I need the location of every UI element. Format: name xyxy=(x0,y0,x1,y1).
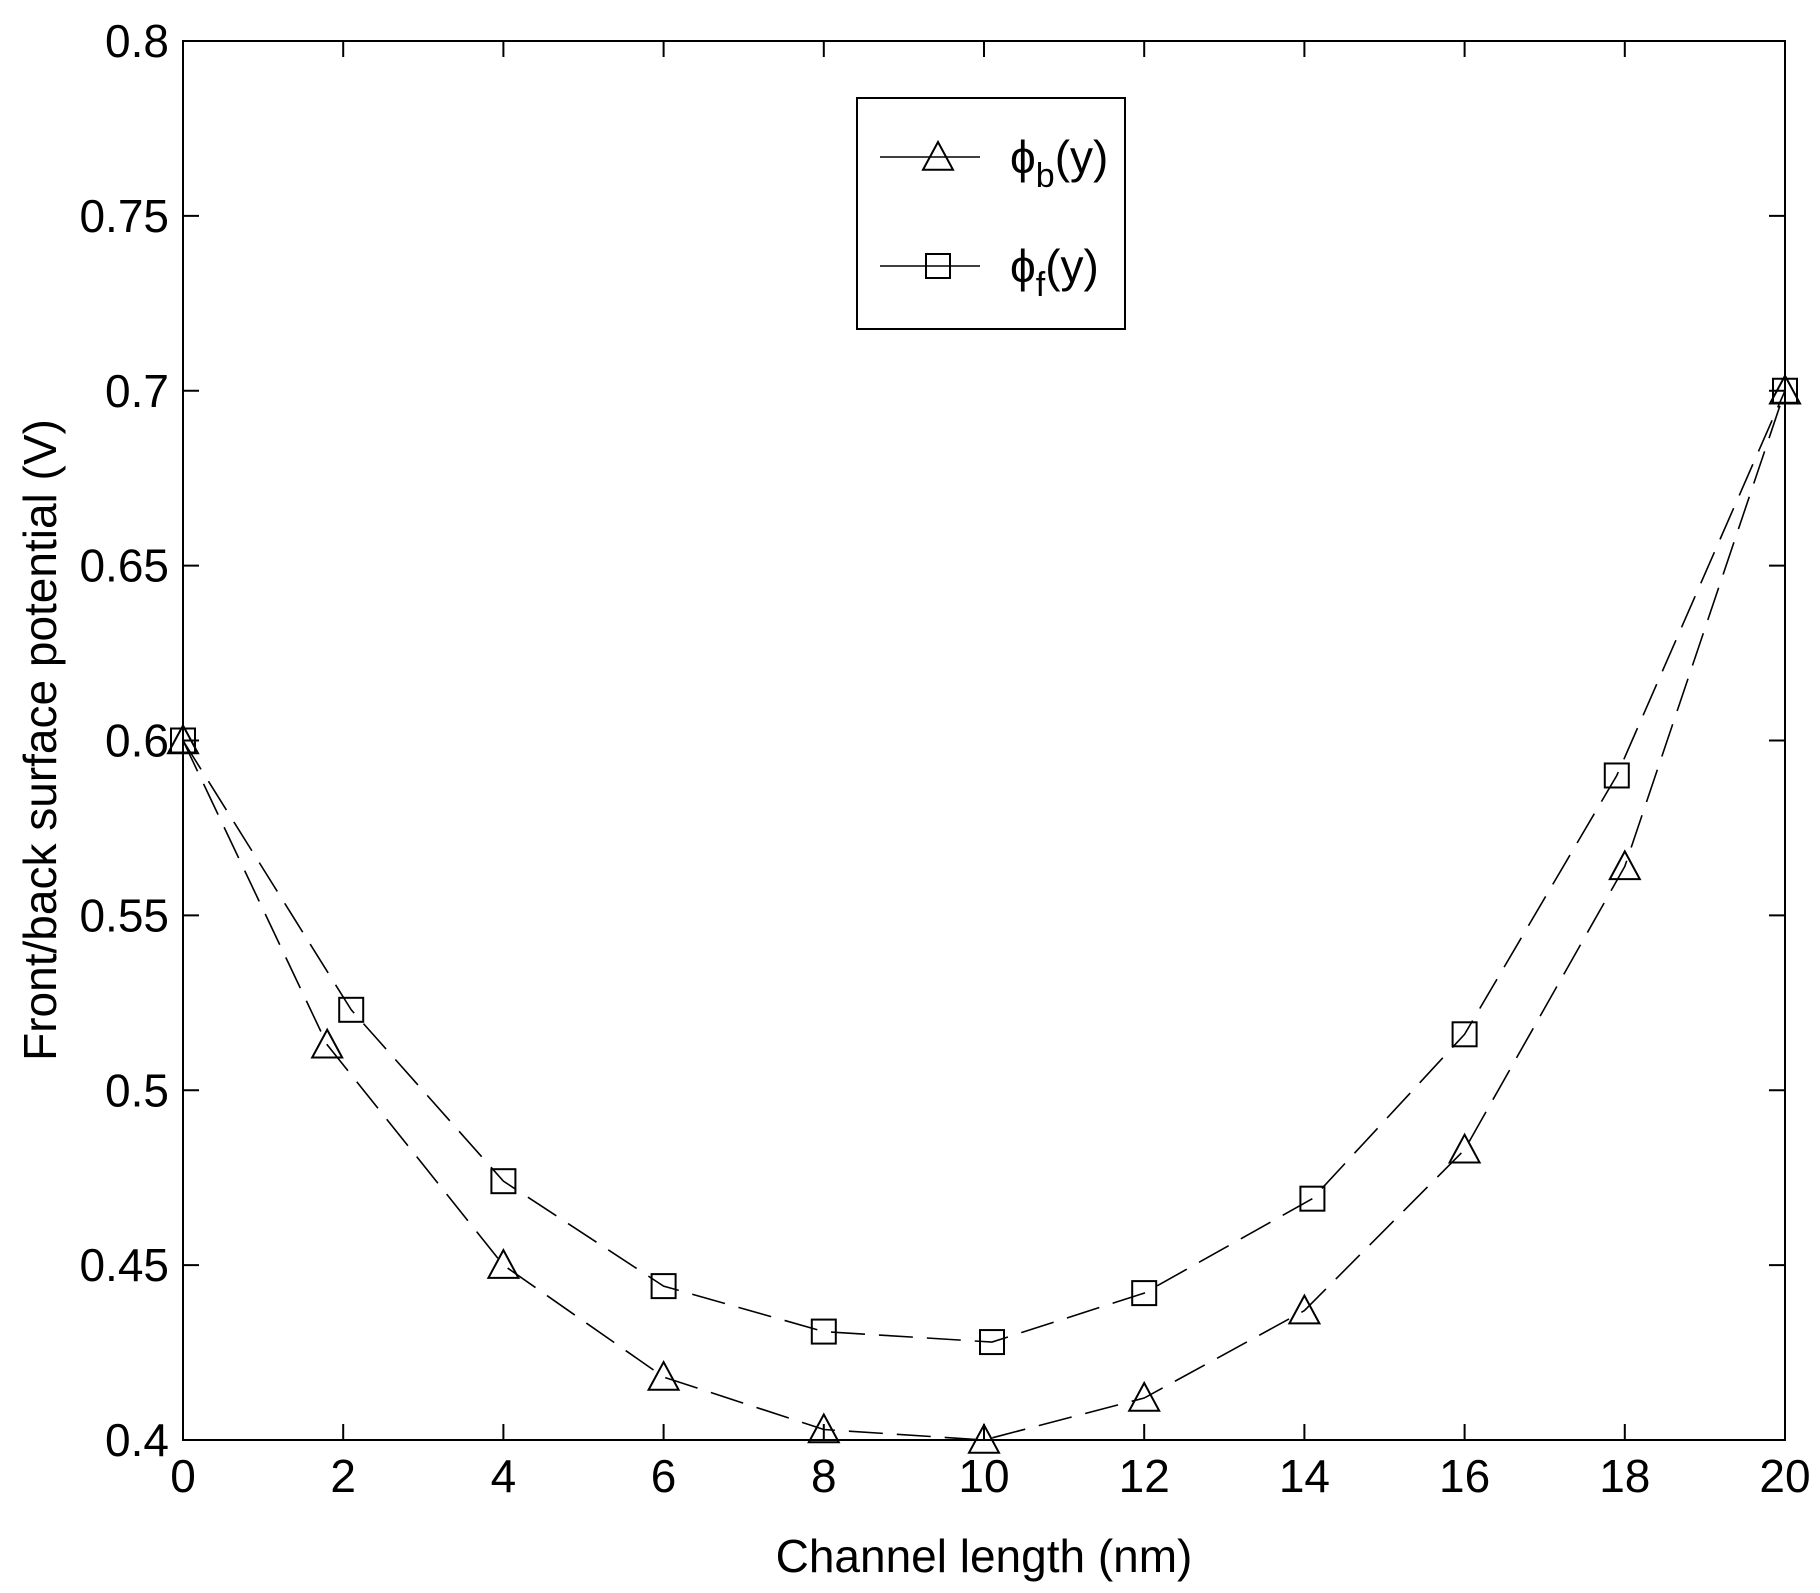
y-tick-label-1: 0.45 xyxy=(79,1239,169,1291)
legend-entry-phi-f-label-tail: (y) xyxy=(1045,240,1099,292)
x-tick-label-10: 20 xyxy=(1759,1450,1810,1502)
x-tick-label-7: 14 xyxy=(1279,1450,1330,1502)
series-phi-f xyxy=(170,377,1798,1356)
y-tick-label-3: 0.55 xyxy=(79,889,169,941)
legend-entry-phi-f-marker xyxy=(925,253,951,279)
series-phi-b-point-9 xyxy=(1608,849,1642,881)
x-tick-label-1: 2 xyxy=(330,1450,356,1502)
series-phi-f-line xyxy=(182,390,1786,1343)
legend-entry-phi-b-label: ϕb(y) xyxy=(1010,131,1108,195)
series-phi-b-point-6 xyxy=(1127,1380,1161,1412)
legend-entry-phi-b-label-tail: (y) xyxy=(1055,131,1109,183)
x-tick-label-8: 16 xyxy=(1439,1450,1490,1502)
legend-entry-phi-f-label-sub: f xyxy=(1036,266,1046,304)
legend-entries: ϕb(y)ϕf(y) xyxy=(880,131,1108,304)
series-phi-b-point-2 xyxy=(486,1248,521,1279)
x-tick-label-9: 18 xyxy=(1599,1450,1650,1502)
series-phi-f-point-9 xyxy=(1603,762,1630,789)
legend-entry-phi-f: ϕf(y) xyxy=(880,240,1099,304)
x-tick-label-6: 12 xyxy=(1119,1450,1170,1502)
legend-entry-phi-b: ϕb(y) xyxy=(880,131,1108,195)
y-tick-label-6: 0.7 xyxy=(105,365,169,417)
legend-entry-phi-b-label-sub: b xyxy=(1036,157,1055,195)
y-tick-label-4: 0.6 xyxy=(105,715,169,767)
series-phi-f-point-4 xyxy=(810,1318,837,1345)
ticks-layer: 0 2 4 6 8 10 12 14 16 18 20 0.4 0.45 0.5 0.55 0.6 0.65 0.… xyxy=(79,15,1810,1502)
x-axis-label: Channel length (nm) xyxy=(776,1530,1193,1582)
x-tick-label-3: 6 xyxy=(651,1450,677,1502)
series-phi-f-point-5 xyxy=(979,1329,1006,1356)
series-phi-b-point-5 xyxy=(967,1422,1001,1454)
y-tick-label-8: 0.8 xyxy=(105,15,169,67)
legend-box xyxy=(856,97,1126,330)
series-phi-b-point-4 xyxy=(807,1412,841,1444)
series-phi-b-point-3 xyxy=(646,1359,681,1391)
x-tick-label-4: 8 xyxy=(811,1450,837,1502)
y-axis-label: Front/back surface potential (V) xyxy=(14,419,66,1061)
series-phi-b-point-1 xyxy=(310,1027,344,1059)
y-tick-label-7: 0.75 xyxy=(79,190,169,242)
series-phi-f-point-8 xyxy=(1451,1021,1478,1048)
series-phi-b-line xyxy=(182,390,1786,1441)
series-phi-f-point-3 xyxy=(650,1273,677,1300)
series-phi-b-point-8 xyxy=(1447,1132,1482,1164)
series-phi-b-point-7 xyxy=(1287,1293,1322,1325)
y-tick-label-0: 0.4 xyxy=(105,1414,169,1466)
legend-entry-phi-f-label: ϕf(y) xyxy=(1010,240,1099,304)
series-phi-f-point-2 xyxy=(490,1168,517,1195)
legend-entry-phi-f-label-main: ϕ xyxy=(1010,240,1036,292)
x-tick-label-0: 0 xyxy=(170,1450,196,1502)
series-phi-f-point-6 xyxy=(1131,1280,1158,1307)
x-tick-label-2: 4 xyxy=(491,1450,517,1502)
y-tick-label-2: 0.5 xyxy=(105,1064,169,1116)
y-tick-label-5: 0.65 xyxy=(79,540,169,592)
series-phi-f-point-7 xyxy=(1299,1185,1326,1212)
legend: ϕb(y)ϕf(y) xyxy=(856,97,1126,330)
legend-entry-phi-b-marker xyxy=(921,139,955,171)
legend-entry-phi-b-label-main: ϕ xyxy=(1010,131,1036,183)
series-phi-f-point-1 xyxy=(338,996,365,1023)
x-tick-label-5: 10 xyxy=(958,1450,1009,1502)
